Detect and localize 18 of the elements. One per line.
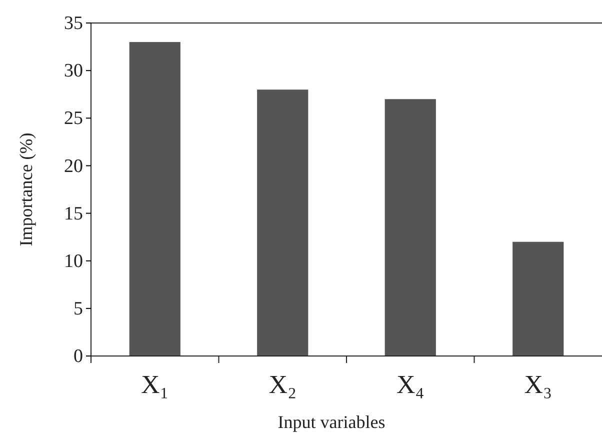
y-tick-label: 15 [64,203,83,224]
y-axis-title: Importance (%) [16,132,36,246]
y-tick-label: 25 [64,108,83,130]
x-tick-label: X₂ [268,370,297,399]
y-tick-label: 5 [74,298,83,320]
x-tick-label: X₁ [140,370,169,399]
x-axis-title: Input variables [278,412,386,432]
x-tick-label: X₄ [396,370,424,399]
y-tick-label: 10 [64,250,83,272]
y-tick-label: 20 [64,156,83,177]
bar [512,242,564,356]
bar [129,42,180,356]
y-tick-label: 35 [64,13,83,34]
bar [384,99,436,356]
bar [257,90,308,356]
y-tick-label: 30 [64,60,83,82]
y-tick-label: 0 [74,346,83,368]
x-tick-label: X₃ [524,370,552,399]
